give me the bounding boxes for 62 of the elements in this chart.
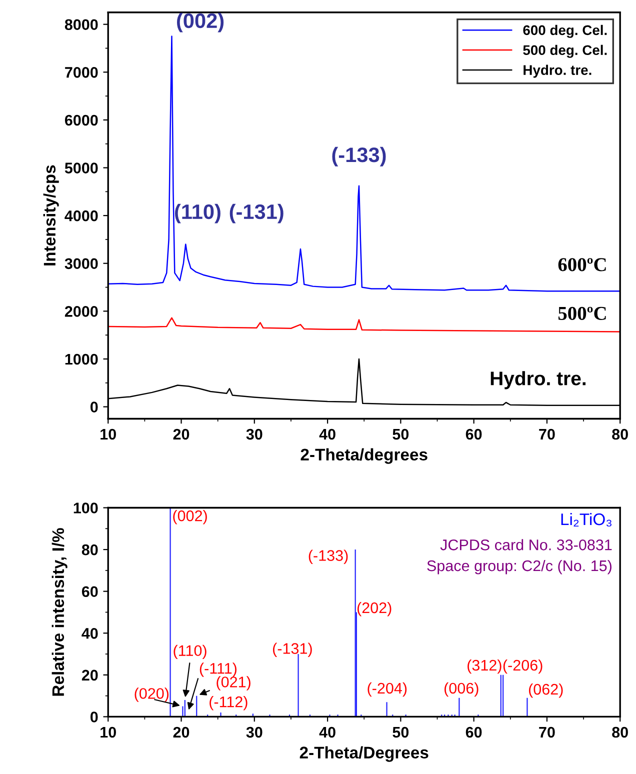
annotation: (-111) xyxy=(200,662,236,677)
x-axis-title: 2-Theta/Degrees xyxy=(300,746,428,762)
legend-label: Hydro. tre. xyxy=(524,64,592,78)
annotation: (-131) xyxy=(273,642,312,657)
annotation: (110) xyxy=(174,644,206,660)
annotation: Hydro. tre. xyxy=(490,371,586,390)
annotation: (002) xyxy=(173,510,207,524)
y-tick-label: 60 xyxy=(82,586,98,598)
annotation: (002) xyxy=(177,12,224,32)
y-tick-label: 7000 xyxy=(65,67,98,78)
x-tick-label: 80 xyxy=(612,726,628,738)
annotation: (-131) xyxy=(230,204,284,224)
x-tick-label: 80 xyxy=(612,428,628,440)
x-tick-label: 50 xyxy=(392,726,409,738)
x-tick-label: 70 xyxy=(539,726,555,738)
x-tick-label: 20 xyxy=(173,428,190,440)
annotation: (110) xyxy=(175,204,220,224)
x-tick-label: 50 xyxy=(392,428,409,440)
y-axis-title: Relative intensity, I/% xyxy=(52,528,68,696)
annotation: Li₂TiO₃ xyxy=(561,512,612,527)
annotation: (021) xyxy=(216,676,250,690)
annotation: (-133) xyxy=(308,550,348,564)
annotation: 600ºC xyxy=(558,258,606,272)
y-tick-label: 100 xyxy=(74,502,98,514)
x-tick-label: 60 xyxy=(466,428,482,440)
y-axis-title: Intensity/cps xyxy=(43,165,59,266)
y-tick-label: 40 xyxy=(82,628,98,639)
annotation: (-206) xyxy=(503,659,542,674)
annotation: 500ºC xyxy=(558,306,606,320)
y-tick-label: 0 xyxy=(90,712,98,722)
annotation: (312) xyxy=(468,659,502,674)
x-tick-label: 20 xyxy=(173,726,190,738)
annotation: (202) xyxy=(357,602,392,616)
annotation: (-133) xyxy=(332,146,386,166)
annotation: (-204) xyxy=(368,682,407,697)
x-tick-label: 30 xyxy=(246,726,262,738)
x-tick-label: 10 xyxy=(100,428,116,440)
y-tick-label: 2000 xyxy=(64,306,98,317)
y-tick-label: 80 xyxy=(82,544,98,556)
y-tick-label: 4000 xyxy=(64,210,98,222)
y-tick-label: 1000 xyxy=(65,354,98,365)
x-tick-label: 60 xyxy=(466,726,482,738)
annotation: (062) xyxy=(528,683,563,698)
x-tick-label: 40 xyxy=(319,726,336,738)
x-tick-label: 40 xyxy=(319,428,336,440)
x-tick-label: 30 xyxy=(246,428,262,440)
annotation: (006) xyxy=(444,682,478,697)
annotation: (020) xyxy=(134,688,169,702)
legend-label: 600 deg. Cel. xyxy=(523,24,607,38)
y-tick-label: 3000 xyxy=(64,258,98,270)
x-axis-title: 2-Theta/degrees xyxy=(300,448,428,464)
x-tick-label: 70 xyxy=(539,428,555,440)
x-tick-label: 10 xyxy=(100,726,116,738)
annotation: JCPDS card No. 33-0831 xyxy=(440,539,612,550)
annotation: Space group: C2/c (No. 15) xyxy=(427,560,612,574)
y-tick-label: 8000 xyxy=(64,19,98,30)
legend-label: 500 deg. Cel. xyxy=(523,44,607,58)
annotation: (-112) xyxy=(210,696,248,710)
y-tick-label: 5000 xyxy=(64,162,98,174)
y-tick-label: 6000 xyxy=(64,114,98,126)
y-tick-label: 20 xyxy=(82,670,98,681)
y-tick-label: 0 xyxy=(90,402,98,412)
